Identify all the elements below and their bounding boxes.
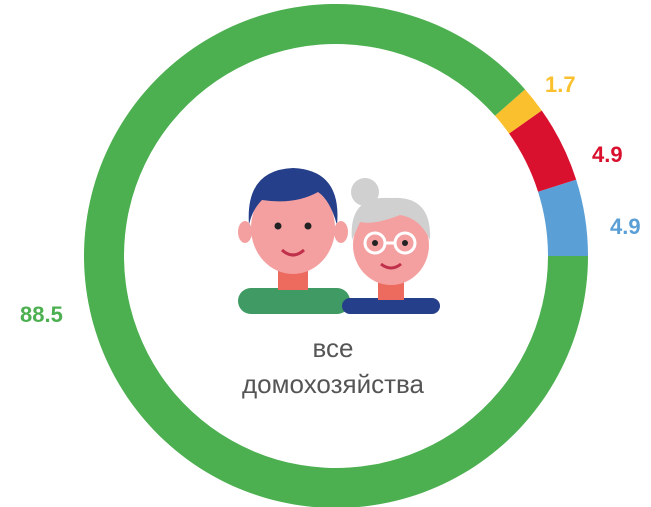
donut-segment [538,180,588,256]
page: {"chart_data": {"type": "donut", "values… [0,0,651,507]
donut-segment [84,4,588,507]
center-label: домохозяйства [242,369,425,399]
value-label: 88.5 [20,302,63,327]
value-label: 4.9 [610,214,641,239]
chart: все домохозяйства 88.5 1.7 4.9 4.9 [0,0,651,507]
value-label: 1.7 [545,72,576,97]
value-label: 4.9 [592,142,623,167]
center-label: все [313,333,354,363]
household-icon [238,168,440,314]
